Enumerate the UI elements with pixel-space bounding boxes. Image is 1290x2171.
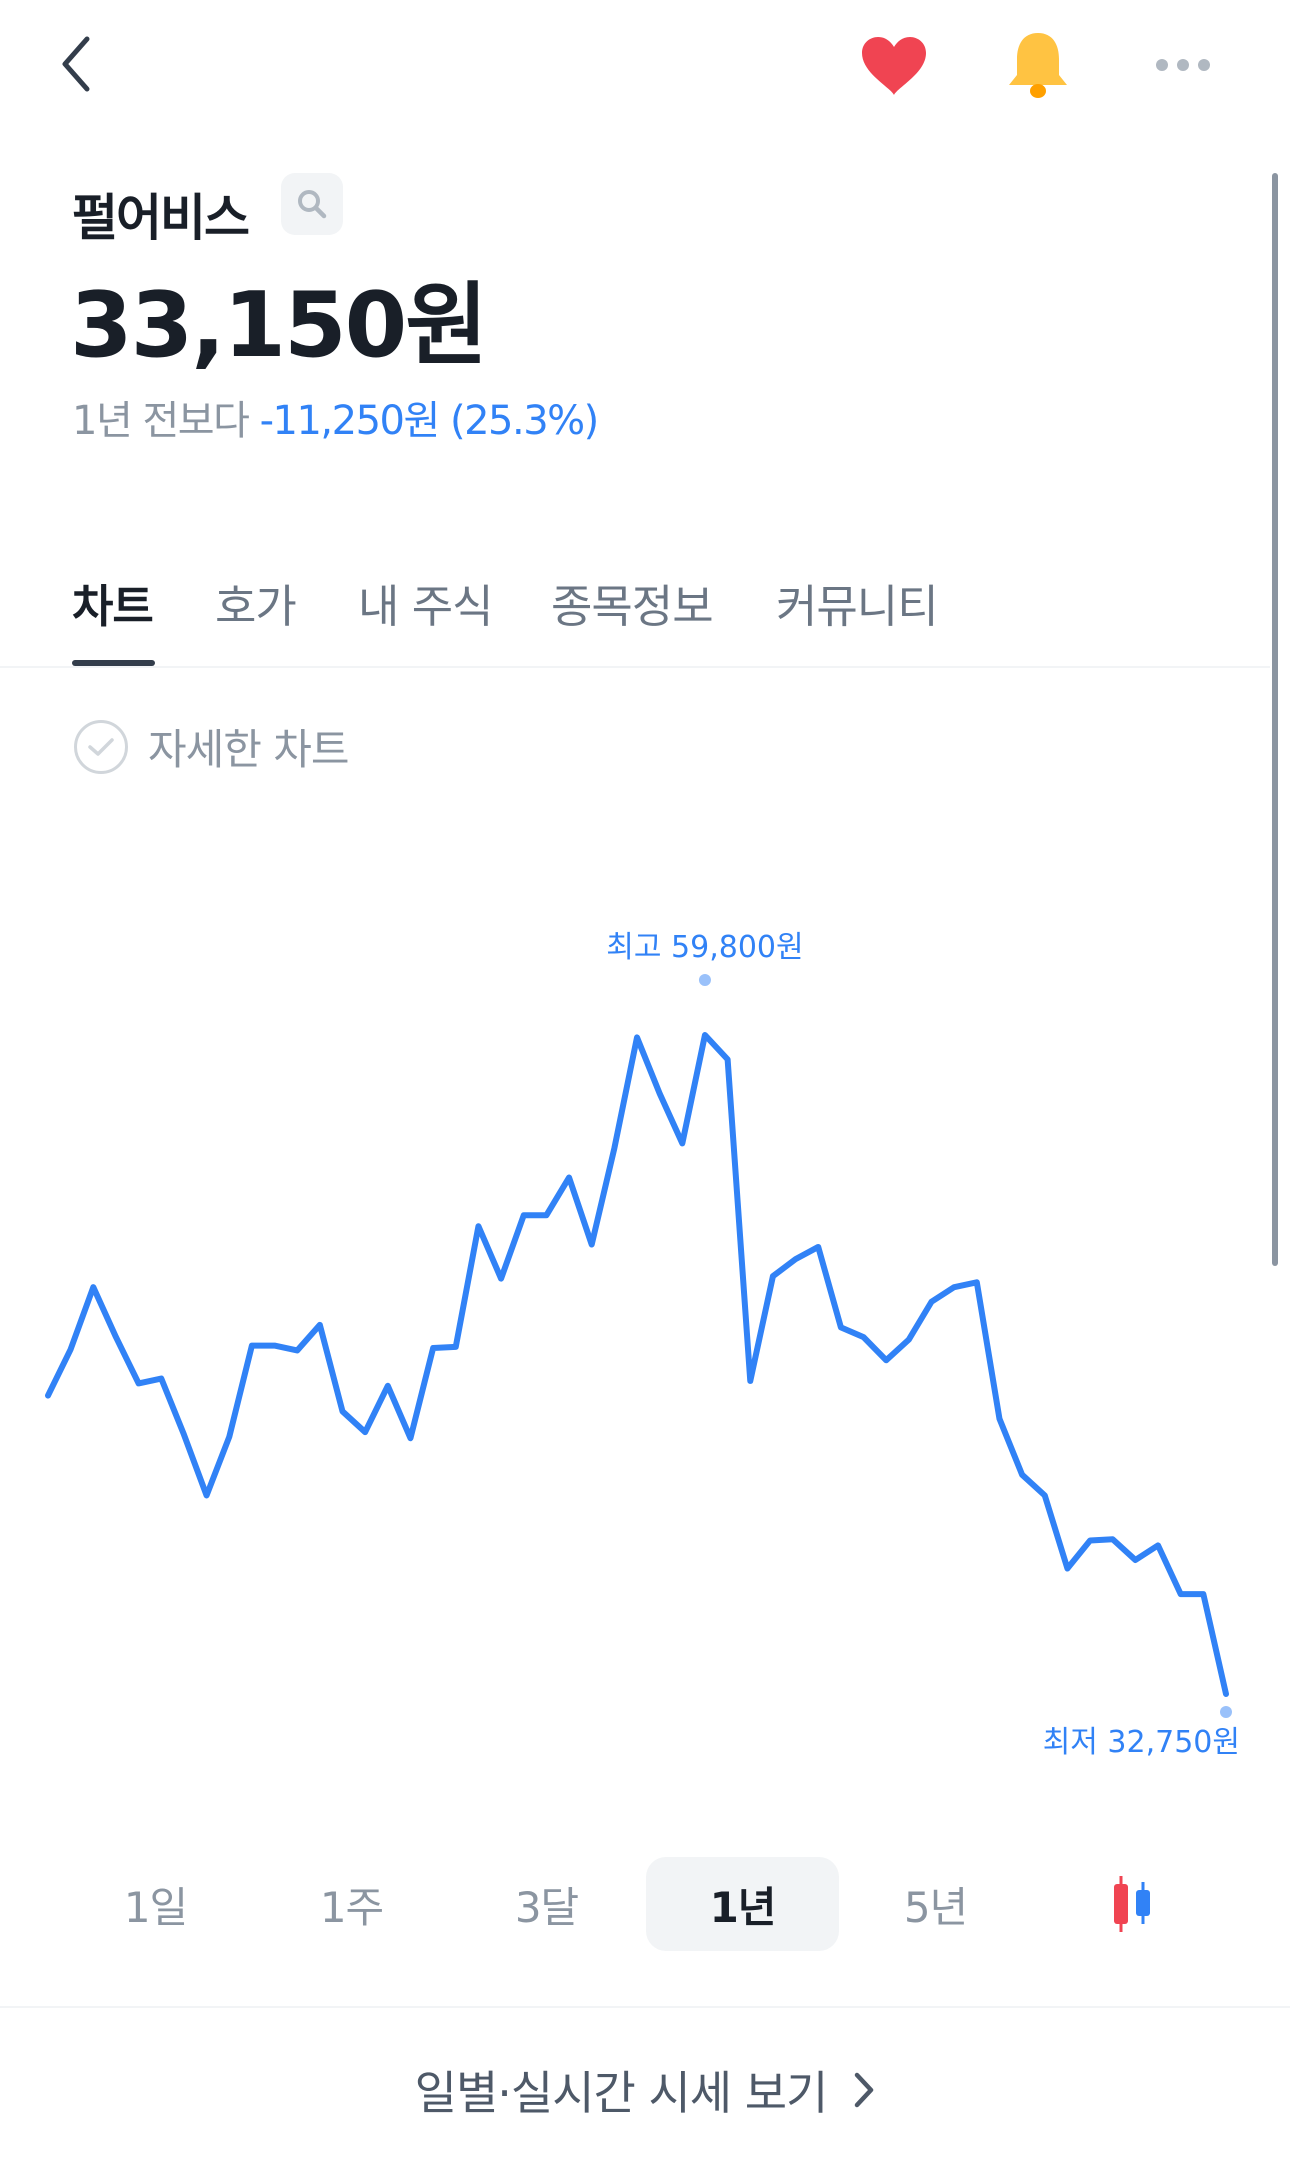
back-button[interactable] (46, 32, 106, 96)
change-label: 1년 전보다 (72, 398, 250, 444)
period-3m[interactable]: 3달 (514, 1882, 579, 1932)
checkbox[interactable] (74, 719, 128, 774)
tab-chart[interactable]: 차트 (72, 580, 154, 633)
heart-icon (862, 37, 926, 95)
quote-link-label: 일별·실시간 시세 보기 (414, 2066, 829, 2120)
chevron-left-icon (62, 36, 90, 92)
period-1w[interactable]: 1주 (319, 1882, 384, 1932)
check-icon (88, 737, 114, 756)
tab-my-stock[interactable]: 내 주식 (358, 580, 494, 633)
max-price-marker (698, 974, 711, 986)
price-line (45, 1032, 1229, 1697)
tab-orderbook[interactable]: 호가 (215, 580, 297, 633)
period-5y[interactable]: 5년 (903, 1882, 968, 1932)
current-price: 33,150원 (70, 273, 488, 378)
ellipsis-icon (1156, 59, 1210, 71)
alarm-button[interactable] (1000, 28, 1076, 104)
favorite-button[interactable] (856, 30, 932, 102)
bell-icon (1009, 33, 1067, 98)
more-button[interactable] (1150, 45, 1216, 85)
min-price-marker (1220, 1706, 1232, 1718)
max-price-label: 최고 59,800원 (606, 930, 803, 965)
price-change: 1년 전보다 -11,250원 (25.3%) (72, 388, 600, 446)
candlestick-icon (1114, 1876, 1150, 1932)
tabs-divider (0, 666, 1270, 668)
search-icon (298, 190, 327, 219)
detail-chart-toggle[interactable]: 자세한 차트 (74, 716, 350, 777)
stock-search-button[interactable] (281, 173, 343, 235)
bottom-divider (0, 2006, 1290, 2008)
detail-chart-label: 자세한 차트 (148, 725, 350, 774)
period-1d[interactable]: 1일 (123, 1882, 188, 1932)
chevron-right-icon (855, 2072, 874, 2108)
candle-chart-button[interactable] (1100, 1870, 1164, 1938)
min-price-label: 최저 32,750원 (1043, 1725, 1240, 1760)
daily-realtime-quotes-link[interactable]: 일별·실시간 시세 보기 (0, 2040, 1290, 2140)
tab-stock-info[interactable]: 종목정보 (551, 580, 714, 633)
tab-community[interactable]: 커뮤니티 (776, 580, 939, 633)
change-value: -11,250원 (25.3%) (259, 398, 600, 444)
scrollbar[interactable] (1272, 173, 1278, 1266)
active-tab-indicator (72, 660, 155, 666)
period-1y[interactable]: 1년 (646, 1857, 839, 1951)
price-line-chart[interactable]: 최고 59,800원 최저 32,750원 (0, 900, 1290, 1780)
stock-name: 펄어비스 (72, 189, 250, 247)
